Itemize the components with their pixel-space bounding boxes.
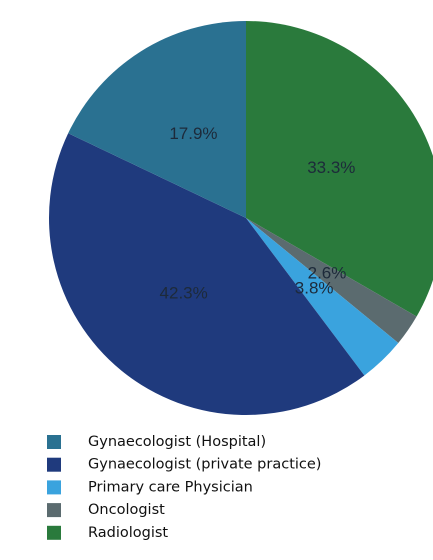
slice-label: 42.3% bbox=[160, 284, 208, 303]
legend-swatch bbox=[47, 503, 61, 518]
slice-label: 17.9% bbox=[169, 124, 217, 143]
legend-swatch bbox=[47, 457, 61, 472]
legend-swatch bbox=[47, 480, 61, 495]
legend-label: Primary care Physician bbox=[88, 479, 253, 495]
pie-slice bbox=[246, 21, 433, 317]
slice-label: 33.3% bbox=[307, 158, 355, 177]
legend-label: Gynaecologist (Hospital) bbox=[88, 434, 266, 450]
pie-slice bbox=[48, 133, 365, 415]
slice-label: 2.6% bbox=[308, 264, 347, 283]
legend-swatch bbox=[47, 525, 61, 540]
pie-slice bbox=[246, 218, 399, 376]
legend-swatch bbox=[47, 435, 61, 449]
pie-slice bbox=[246, 218, 417, 343]
pie-slice bbox=[68, 21, 247, 218]
legend-label: Gynaecologist (private practice) bbox=[88, 457, 321, 473]
slice-label: 3.8% bbox=[295, 279, 334, 298]
legend-label: Oncologist bbox=[88, 502, 165, 518]
legend-label: Radiologist bbox=[88, 525, 168, 541]
